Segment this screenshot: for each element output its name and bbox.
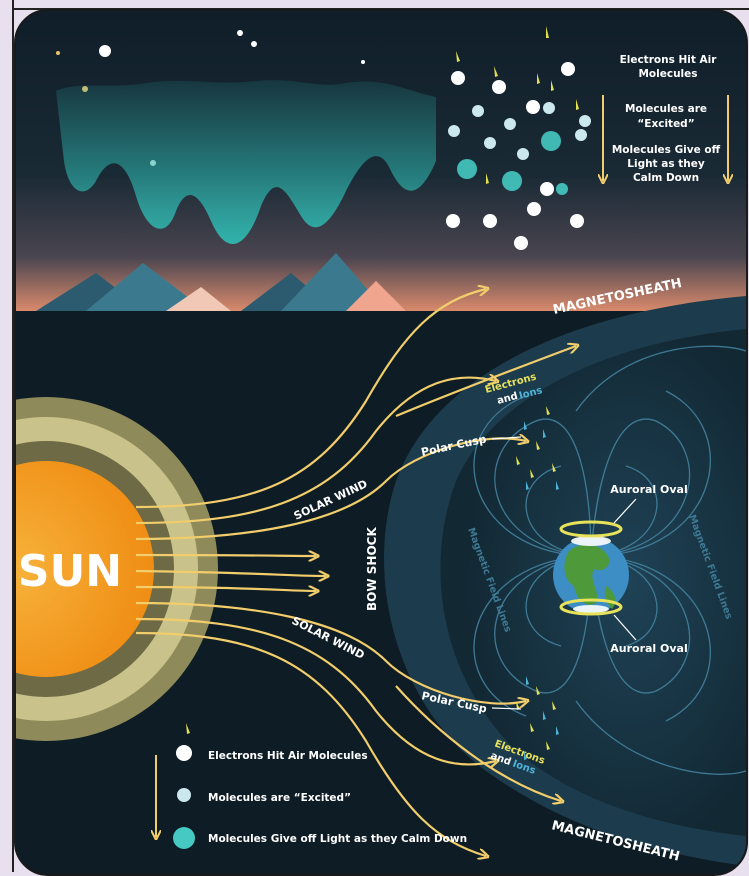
infographic-canvas: Electrons Hit Air Molecules Molecules ar… <box>16 11 746 874</box>
sun: SUN <box>16 397 218 741</box>
solar-wind-arrows <box>135 289 576 856</box>
auroral-oval-north <box>559 520 623 538</box>
earth <box>553 520 629 616</box>
sky-scene: Electrons Hit Air Molecules Molecules ar… <box>16 11 746 311</box>
bottom-legend: Electrons Hit Air Molecules Molecules ar… <box>156 723 467 849</box>
window-left-edge <box>0 0 14 872</box>
sky-legend-step2-line1: Molecules are <box>625 103 707 115</box>
auroral-oval-south <box>559 598 623 616</box>
legend-glowing-molecule-icon <box>173 827 195 849</box>
bottom-legend-step2: Molecules are “Excited” <box>208 792 351 804</box>
polar-cusp-pointer-top <box>491 436 522 440</box>
sky-legend-step2-line2: “Excited” <box>637 118 694 130</box>
excited-molecules <box>448 102 591 160</box>
and-label-top: and <box>496 391 519 407</box>
legend-electron-molecule-icon <box>176 745 192 761</box>
cusp-particles-bottom <box>516 676 559 760</box>
sky-legend-step3-line3: Calm Down <box>633 172 699 184</box>
sky-legend-step3-line1: Molecules Give off <box>612 144 721 156</box>
legend-excited-molecule-icon <box>177 788 191 802</box>
bow-shock-label: BOW SHOCK <box>365 527 379 611</box>
auroral-oval-pointer-top <box>613 498 637 524</box>
glowing-molecules <box>457 131 568 195</box>
sky-legend-step3-line2: Light as they <box>627 158 705 170</box>
mountains <box>36 253 406 311</box>
magnetic-field-lines <box>473 345 746 775</box>
sun-label: SUN <box>18 546 122 597</box>
sky-legend-step1-line2: Molecules <box>638 68 697 80</box>
polar-cusp-pointer-bottom <box>491 707 522 710</box>
sky-legend-step1-line1: Electrons Hit Air <box>620 54 718 66</box>
auroral-oval-label-bottom: Auroral Oval <box>610 642 688 655</box>
auroral-oval-pointer-bottom <box>613 614 637 641</box>
sky-molecules <box>446 26 591 250</box>
bottom-legend-step3: Molecules Give off Light as they Calm Do… <box>208 833 467 845</box>
bottom-legend-step1: Electrons Hit Air Molecules <box>208 750 368 762</box>
aurora-infographic: Electrons Hit Air Molecules Molecules ar… <box>14 9 748 876</box>
auroral-oval-label-top: Auroral Oval <box>610 483 688 496</box>
aurora-curtain <box>56 80 436 244</box>
sky-legend: Electrons Hit Air Molecules Molecules ar… <box>603 54 728 184</box>
